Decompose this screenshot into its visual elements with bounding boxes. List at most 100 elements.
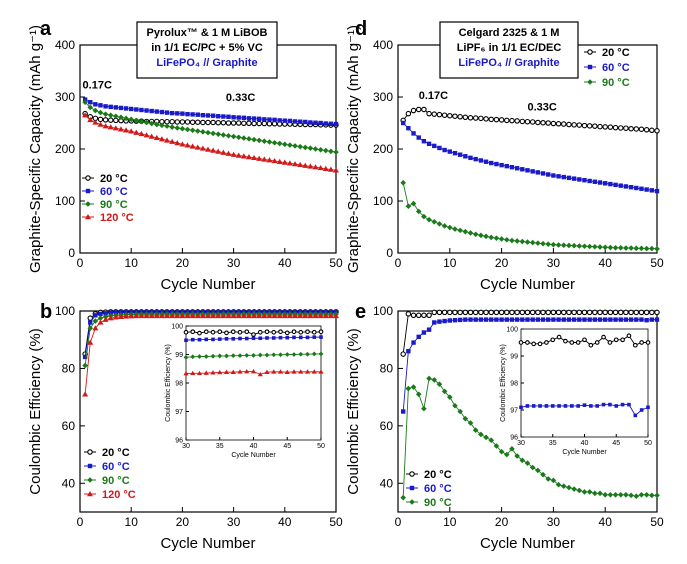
data-point bbox=[117, 126, 124, 132]
legend-label: 90 °C bbox=[100, 199, 128, 211]
data-point bbox=[597, 244, 603, 250]
legend-marker bbox=[85, 175, 91, 181]
data-point bbox=[405, 385, 412, 392]
data-point bbox=[441, 112, 448, 118]
data-point bbox=[498, 448, 505, 455]
legend-label: 90 °C bbox=[102, 475, 130, 487]
data-point bbox=[112, 125, 119, 131]
data-point bbox=[628, 245, 634, 251]
series-90C bbox=[400, 375, 660, 501]
data-point bbox=[139, 107, 144, 113]
data-point bbox=[436, 381, 443, 388]
data-point bbox=[649, 492, 655, 499]
data-point bbox=[271, 369, 277, 374]
data-point bbox=[571, 176, 577, 181]
y-tick-label: 60 bbox=[62, 419, 76, 433]
data-point bbox=[328, 121, 334, 126]
series-60C bbox=[82, 97, 339, 127]
data-point bbox=[623, 317, 629, 322]
data-point bbox=[169, 118, 175, 125]
data-point bbox=[426, 110, 432, 117]
data-point bbox=[544, 340, 549, 345]
data-point bbox=[322, 147, 329, 154]
panel-letter: e bbox=[355, 301, 366, 323]
data-point bbox=[180, 111, 185, 116]
data-point bbox=[504, 317, 509, 322]
data-point bbox=[447, 224, 453, 231]
data-point bbox=[405, 311, 412, 317]
legend-marker bbox=[87, 491, 93, 497]
data-point bbox=[473, 317, 478, 322]
data-point bbox=[123, 106, 129, 111]
x-tick-label: 10 bbox=[125, 515, 139, 529]
data-point bbox=[524, 340, 530, 345]
data-point bbox=[174, 119, 181, 125]
data-point bbox=[93, 102, 98, 107]
data-point bbox=[520, 167, 525, 172]
legend-marker bbox=[85, 188, 91, 194]
data-point bbox=[169, 312, 176, 319]
data-point bbox=[93, 313, 98, 318]
data-point bbox=[607, 309, 614, 316]
y-tick-label: 200 bbox=[55, 142, 75, 156]
series-20C bbox=[400, 309, 660, 357]
title-box-line: LiFePO₄ // Graphite bbox=[156, 57, 257, 69]
data-point bbox=[197, 354, 202, 359]
data-point bbox=[644, 317, 649, 323]
data-point bbox=[262, 117, 267, 122]
data-point bbox=[620, 337, 625, 343]
annotation: 0.33C bbox=[528, 102, 557, 114]
data-point bbox=[298, 329, 304, 335]
data-point bbox=[421, 213, 427, 220]
data-point bbox=[421, 106, 427, 113]
data-point bbox=[436, 309, 443, 316]
data-point bbox=[441, 388, 448, 395]
data-point bbox=[514, 309, 520, 316]
data-point bbox=[531, 404, 536, 408]
data-point bbox=[581, 243, 588, 250]
data-point bbox=[179, 125, 186, 132]
data-point bbox=[613, 337, 619, 343]
data-point bbox=[102, 123, 109, 129]
data-point bbox=[638, 309, 645, 316]
data-point bbox=[597, 490, 603, 497]
data-point bbox=[654, 492, 660, 499]
data-point bbox=[514, 317, 520, 322]
data-point bbox=[205, 129, 211, 136]
data-point bbox=[282, 141, 288, 148]
data-point bbox=[561, 309, 567, 316]
data-point bbox=[215, 312, 222, 319]
data-point bbox=[225, 312, 232, 319]
data-point bbox=[483, 159, 489, 164]
inset: 30 35 40 45 50 96 97 98 99 100 Cycle Number Coulomb… bbox=[500, 327, 652, 457]
data-point bbox=[649, 317, 655, 322]
data-point bbox=[592, 179, 598, 184]
x-tick-label: 50 bbox=[329, 256, 343, 270]
legend-marker bbox=[87, 449, 93, 455]
data-point bbox=[327, 312, 334, 319]
data-point bbox=[452, 317, 458, 323]
data-point bbox=[462, 309, 469, 316]
data-point bbox=[436, 111, 443, 118]
data-point bbox=[566, 242, 572, 249]
legend-label: 60 °C bbox=[424, 483, 452, 495]
data-point bbox=[323, 121, 328, 126]
data-point bbox=[509, 237, 515, 244]
data-point bbox=[442, 147, 447, 153]
data-point bbox=[514, 238, 520, 244]
panel-letter: d bbox=[355, 18, 367, 40]
x-tick-label: 40 bbox=[278, 256, 292, 270]
data-point bbox=[154, 121, 160, 128]
series-90C bbox=[82, 99, 339, 155]
data-point bbox=[292, 161, 299, 167]
data-point bbox=[540, 309, 546, 316]
data-point bbox=[643, 245, 650, 252]
data-point bbox=[504, 163, 509, 169]
data-point bbox=[292, 335, 296, 340]
data-point bbox=[237, 329, 243, 335]
data-point bbox=[623, 491, 629, 498]
data-point bbox=[257, 116, 262, 122]
data-point bbox=[563, 338, 568, 344]
data-point bbox=[525, 168, 530, 173]
